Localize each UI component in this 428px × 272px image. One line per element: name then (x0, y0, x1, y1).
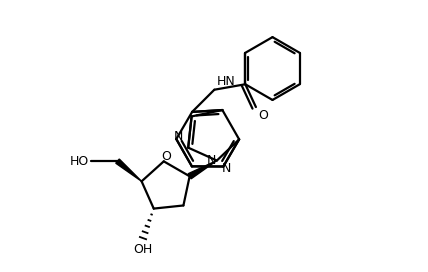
Text: O: O (258, 109, 268, 122)
Text: HN: HN (217, 75, 235, 88)
Polygon shape (188, 160, 217, 179)
Text: N: N (222, 162, 232, 175)
Text: N: N (174, 131, 183, 143)
Text: OH: OH (134, 243, 153, 256)
Text: HO: HO (69, 154, 89, 168)
Text: O: O (161, 150, 171, 163)
Text: N: N (207, 154, 217, 167)
Polygon shape (116, 159, 142, 181)
